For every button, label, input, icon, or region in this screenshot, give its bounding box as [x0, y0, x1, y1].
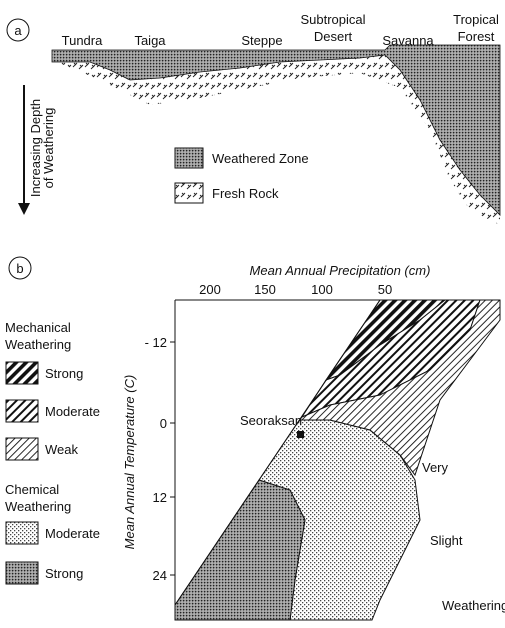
- annotation: Very: [422, 460, 449, 475]
- legend-label: Moderate: [45, 526, 100, 541]
- legend-swatch: [5, 437, 39, 461]
- y-tick-label: - 12: [145, 335, 167, 350]
- y-tick-label: 24: [153, 568, 167, 583]
- x-tick-label: 100: [311, 282, 333, 297]
- x-tick-label: 50: [378, 282, 392, 297]
- legend-title: Chemical: [5, 482, 59, 497]
- site-marker: [297, 431, 304, 438]
- x-axis-title: Mean Annual Precipitation (cm): [250, 263, 431, 278]
- y-tick-label: 12: [153, 490, 167, 505]
- panel-label: b: [16, 261, 23, 276]
- annotation: Seoraksan: [240, 413, 302, 428]
- biome: Desert: [314, 29, 353, 44]
- legend-label: Moderate: [45, 404, 100, 419]
- biome: Taiga: [134, 33, 166, 48]
- legend-label: Strong: [45, 566, 83, 581]
- legend-swatch: [5, 361, 39, 385]
- x-tick-label: 150: [254, 282, 276, 297]
- legend-swatch: [174, 147, 204, 169]
- biome: Forest: [458, 29, 495, 44]
- legend-title: Mechanical: [5, 320, 71, 335]
- chemical-strong: [174, 479, 306, 621]
- arrow-head: [18, 203, 30, 215]
- panel-badge: [8, 256, 32, 280]
- legend-label: Weak: [45, 442, 78, 457]
- y-axis-title: Mean Annual Temperature (C): [122, 375, 137, 550]
- biome: Tropical: [453, 12, 499, 27]
- panel-label: a: [14, 23, 22, 38]
- axis-label: of Weathering: [41, 108, 56, 189]
- fresh-rock: [52, 45, 500, 225]
- legend-title: Weathering: [5, 337, 71, 352]
- legend-title: Weathering: [5, 499, 71, 514]
- annotation: Slight: [430, 533, 463, 548]
- panel-badge: [6, 18, 30, 42]
- legend-swatch: [5, 521, 39, 545]
- biome: Savanna: [382, 33, 434, 48]
- mechanical-weak: [295, 299, 501, 477]
- legend-swatch: [5, 399, 39, 423]
- annotation: Weathering: [442, 598, 505, 613]
- legend-label: Weathered Zone: [212, 151, 309, 166]
- legend-swatch: [5, 561, 39, 585]
- legend-label: Fresh Rock: [212, 186, 279, 201]
- legend-swatch: [174, 182, 204, 204]
- x-tick-label: 200: [199, 282, 221, 297]
- axis-label: Increasing Depth: [28, 99, 43, 197]
- biome: Subtropical: [300, 12, 365, 27]
- biome: Tundra: [62, 33, 103, 48]
- boundary: [174, 299, 381, 606]
- y-tick-label: 0: [160, 416, 167, 431]
- weathered-zone: [51, 44, 501, 216]
- biome: Steppe: [241, 33, 282, 48]
- legend-label: Strong: [45, 366, 83, 381]
